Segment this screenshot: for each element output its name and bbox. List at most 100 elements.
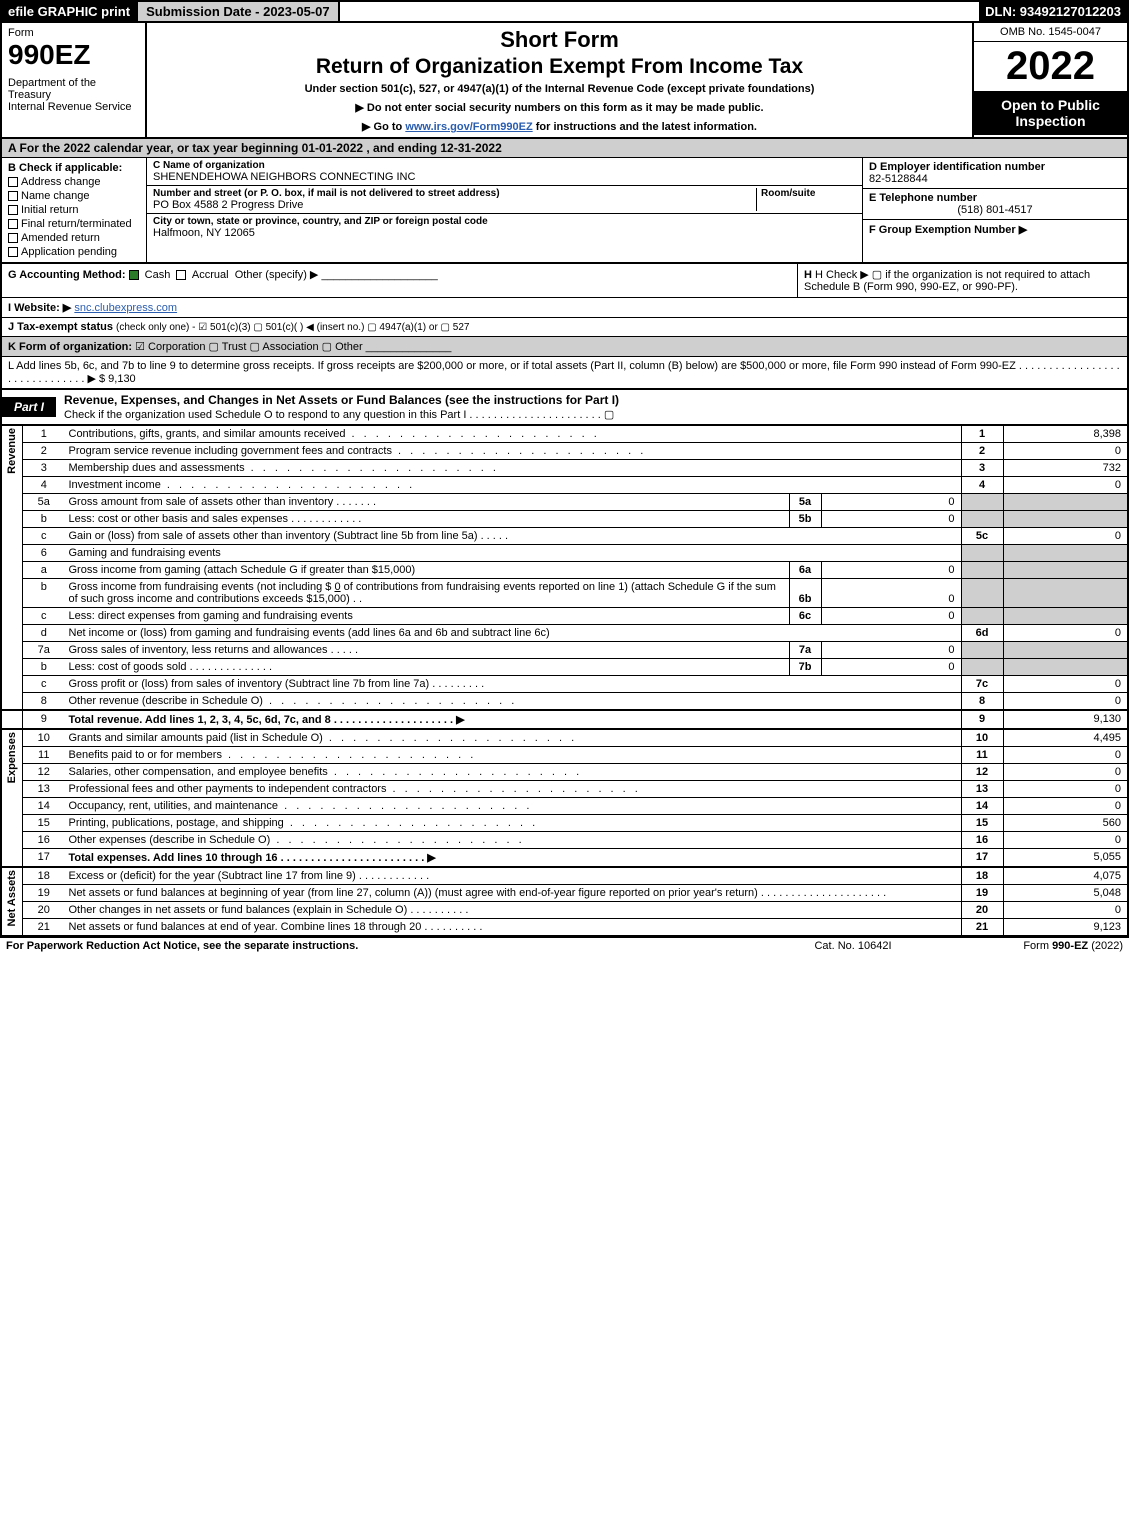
accounting-method-label: G Accounting Method: bbox=[8, 269, 126, 281]
top-bar-spacer bbox=[340, 2, 980, 21]
chk-accrual[interactable] bbox=[176, 270, 186, 280]
part1-title: Revenue, Expenses, and Changes in Net As… bbox=[56, 390, 1127, 424]
org-address: PO Box 4588 2 Progress Drive bbox=[153, 199, 756, 211]
row-5a: 5a Gross amount from sale of assets othe… bbox=[1, 494, 1128, 511]
l11-desc: Benefits paid to or for members bbox=[65, 747, 962, 764]
sections-g-h: G Accounting Method: Cash Accrual Other … bbox=[0, 264, 1129, 298]
tax-exempt-options: (check only one) - ☑ 501(c)(3) ▢ 501(c)(… bbox=[116, 322, 469, 333]
l6c-desc: Less: direct expenses from gaming and fu… bbox=[65, 608, 790, 625]
row-1: Revenue 1 Contributions, gifts, grants, … bbox=[1, 426, 1128, 443]
l2-amt: 0 bbox=[1003, 443, 1128, 460]
row-7a: 7a Gross sales of inventory, less return… bbox=[1, 642, 1128, 659]
row-9: 9 Total revenue. Add lines 1, 2, 3, 4, 5… bbox=[1, 710, 1128, 729]
l14-desc: Occupancy, rent, utilities, and maintena… bbox=[65, 798, 962, 815]
l12-num: 12 bbox=[23, 764, 65, 781]
row-7b: b Less: cost of goods sold . . . . . . .… bbox=[1, 659, 1128, 676]
row-18: Net Assets 18 Excess or (deficit) for th… bbox=[1, 867, 1128, 885]
chk-address-change[interactable]: Address change bbox=[8, 176, 140, 188]
row-6: 6 Gaming and fundraising events bbox=[1, 545, 1128, 562]
l7a-num: 7a bbox=[23, 642, 65, 659]
header-right: OMB No. 1545-0047 2022 Open to Public In… bbox=[972, 23, 1127, 137]
l8-line: 8 bbox=[961, 693, 1003, 711]
efile-label: efile GRAPHIC print bbox=[2, 2, 136, 21]
l19-num: 19 bbox=[23, 885, 65, 902]
l6b-num: b bbox=[23, 579, 65, 608]
l16-amt: 0 bbox=[1003, 832, 1128, 849]
chk-amended-return[interactable]: Amended return bbox=[8, 232, 140, 244]
instr-goto: ▶ Go to www.irs.gov/Form990EZ for instru… bbox=[153, 120, 966, 133]
form-subtitle: Under section 501(c), 527, or 4947(a)(1)… bbox=[153, 83, 966, 95]
short-form-title: Short Form bbox=[153, 27, 966, 53]
section-h-text: H Check ▶ ▢ if the organization is not r… bbox=[804, 269, 1090, 293]
chk-final-return[interactable]: Final return/terminated bbox=[8, 218, 140, 230]
l5b-desc: Less: cost or other basis and sales expe… bbox=[65, 511, 790, 528]
l13-amt: 0 bbox=[1003, 781, 1128, 798]
l5c-line: 5c bbox=[961, 528, 1003, 545]
l1-amt: 8,398 bbox=[1003, 426, 1128, 443]
l6b-desc: Gross income from fundraising events (no… bbox=[65, 579, 790, 608]
l5a-linecol-shade bbox=[961, 494, 1003, 511]
l21-desc: Net assets or fund balances at end of ye… bbox=[65, 919, 962, 937]
l9-desc: Total revenue. Add lines 1, 2, 3, 4, 5c,… bbox=[65, 710, 962, 729]
part1-grid: Revenue 1 Contributions, gifts, grants, … bbox=[0, 425, 1129, 937]
l6d-line: 6d bbox=[961, 625, 1003, 642]
l9-line: 9 bbox=[961, 710, 1003, 729]
tax-year: 2022 bbox=[974, 42, 1127, 91]
row-3: 3 Membership dues and assessments 3 732 bbox=[1, 460, 1128, 477]
l6b-linecol-shade bbox=[961, 579, 1003, 608]
side-net-assets: Net Assets bbox=[1, 867, 23, 936]
form-header: Form 990EZ Department of the Treasury In… bbox=[0, 23, 1129, 139]
row-17: 17 Total expenses. Add lines 10 through … bbox=[1, 849, 1128, 868]
top-bar: efile GRAPHIC print Submission Date - 20… bbox=[0, 0, 1129, 23]
chk-application-pending[interactable]: Application pending bbox=[8, 246, 140, 258]
l7b-linecol-shade bbox=[961, 659, 1003, 676]
room-label: Room/suite bbox=[761, 188, 856, 199]
l7c-desc: Gross profit or (loss) from sales of inv… bbox=[65, 676, 962, 693]
other-label: Other (specify) ▶ bbox=[235, 269, 319, 281]
l7c-num: c bbox=[23, 676, 65, 693]
l14-amt: 0 bbox=[1003, 798, 1128, 815]
l6a-num: a bbox=[23, 562, 65, 579]
l6a-amt-shade bbox=[1003, 562, 1128, 579]
l5a-sublbl: 5a bbox=[789, 494, 821, 511]
l18-line: 18 bbox=[961, 867, 1003, 885]
row-6b: b Gross income from fundraising events (… bbox=[1, 579, 1128, 608]
website-link[interactable]: snc.clubexpress.com bbox=[74, 302, 177, 314]
phone-value: (518) 801-4517 bbox=[869, 204, 1121, 216]
l7b-desc: Less: cost of goods sold . . . . . . . .… bbox=[65, 659, 790, 676]
l3-amt: 732 bbox=[1003, 460, 1128, 477]
l5a-num: 5a bbox=[23, 494, 65, 511]
l1-line: 1 bbox=[961, 426, 1003, 443]
l6c-linecol-shade bbox=[961, 608, 1003, 625]
section-d: D Employer identification number 82-5128… bbox=[863, 158, 1127, 189]
l2-desc: Program service revenue including govern… bbox=[65, 443, 962, 460]
section-b-label: B Check if applicable: bbox=[8, 162, 122, 174]
l13-line: 13 bbox=[961, 781, 1003, 798]
l4-num: 4 bbox=[23, 477, 65, 494]
l6a-subamt: 0 bbox=[821, 562, 961, 579]
website-label: I Website: ▶ bbox=[8, 302, 71, 314]
part1-check-text: Check if the organization used Schedule … bbox=[64, 409, 614, 421]
l6b-amt-shade bbox=[1003, 579, 1128, 608]
l19-desc: Net assets or fund balances at beginning… bbox=[65, 885, 962, 902]
section-j: J Tax-exempt status (check only one) - ☑… bbox=[0, 318, 1129, 337]
phone-label: E Telephone number bbox=[869, 192, 1121, 204]
chk-cash[interactable] bbox=[129, 270, 139, 280]
form-number: 990EZ bbox=[8, 39, 139, 71]
chk-name-change[interactable]: Name change bbox=[8, 190, 140, 202]
header-center: Short Form Return of Organization Exempt… bbox=[147, 23, 972, 137]
l21-amt: 9,123 bbox=[1003, 919, 1128, 937]
l7c-amt: 0 bbox=[1003, 676, 1128, 693]
row-7c: c Gross profit or (loss) from sales of i… bbox=[1, 676, 1128, 693]
irs-link[interactable]: www.irs.gov/Form990EZ bbox=[405, 121, 532, 133]
l8-num: 8 bbox=[23, 693, 65, 711]
org-address-box: Number and street (or P. O. box, if mail… bbox=[147, 186, 862, 214]
row-12: 12 Salaries, other compensation, and emp… bbox=[1, 764, 1128, 781]
l6a-desc: Gross income from gaming (attach Schedul… bbox=[65, 562, 790, 579]
footer-catalog: Cat. No. 10642I bbox=[753, 940, 953, 952]
l16-desc: Other expenses (describe in Schedule O) bbox=[65, 832, 962, 849]
l10-desc: Grants and similar amounts paid (list in… bbox=[65, 729, 962, 747]
l6b-subamt: 0 bbox=[821, 579, 961, 608]
l7a-sublbl: 7a bbox=[789, 642, 821, 659]
chk-initial-return[interactable]: Initial return bbox=[8, 204, 140, 216]
